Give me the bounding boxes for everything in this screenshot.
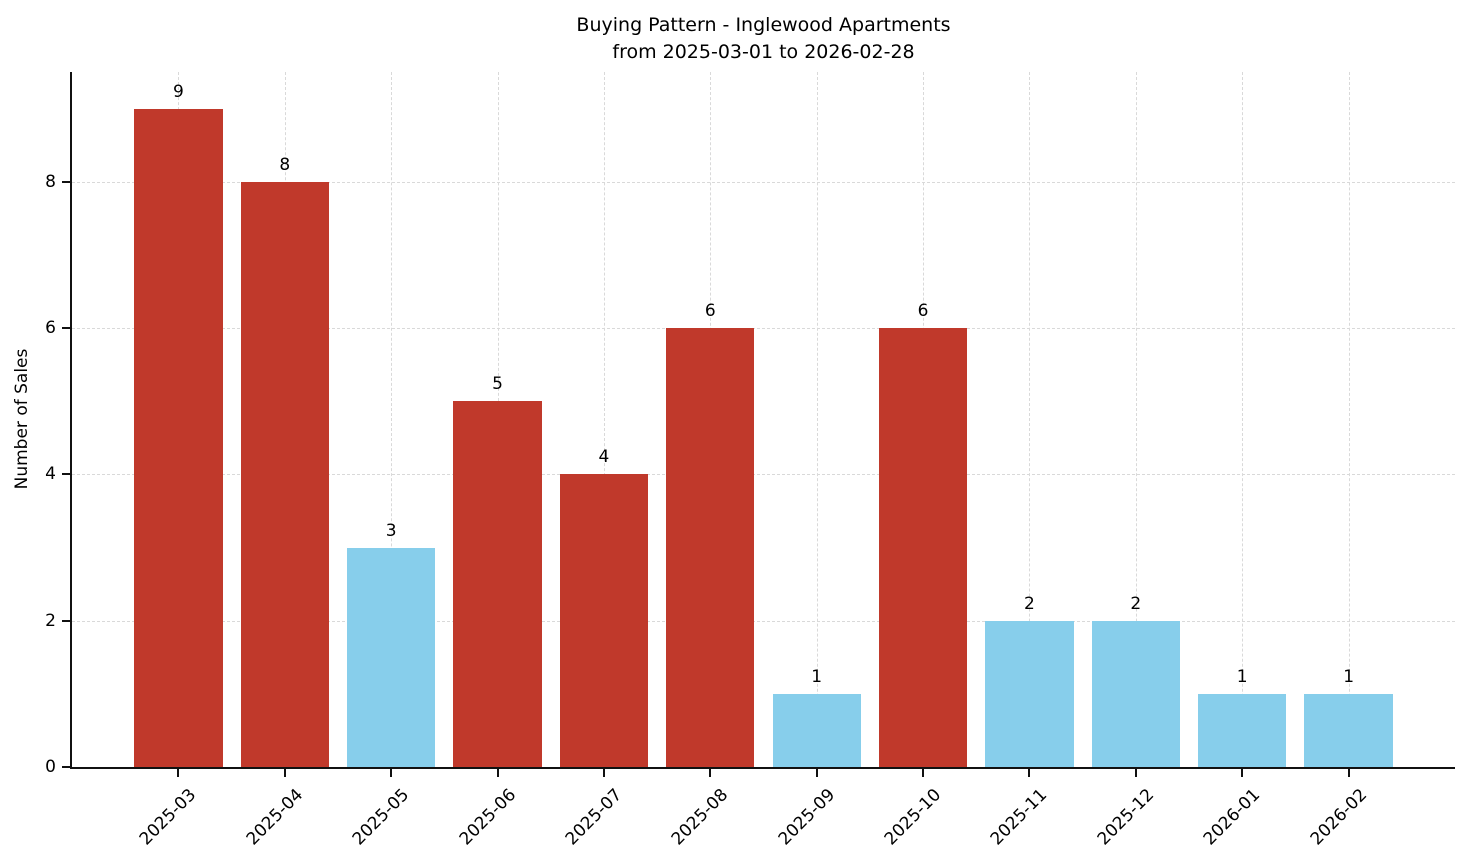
bar-value-label: 1: [811, 666, 823, 687]
y-tick: [62, 180, 70, 183]
bar-2025-07: [559, 474, 649, 767]
y-axis-label: Number of Sales: [12, 348, 32, 490]
v-gridline: [1242, 72, 1244, 767]
x-tick: [390, 769, 393, 777]
y-tick: [62, 473, 70, 476]
y-tick-label: 6: [45, 318, 56, 339]
bar-value-label: 1: [1343, 666, 1355, 687]
bar-2025-12: [1091, 620, 1180, 767]
bar-value-label: 6: [704, 301, 716, 322]
y-tick: [62, 327, 70, 330]
bar-2025-08: [666, 328, 755, 767]
bar-value-label: 4: [598, 447, 610, 468]
y-tick: [62, 619, 70, 622]
bar-value-label: 2: [1024, 593, 1035, 614]
v-gridline: [816, 72, 818, 767]
x-tick: [922, 769, 925, 777]
x-tick: [1347, 769, 1350, 777]
h-gridline: [72, 474, 1455, 476]
y-tick-label: 8: [45, 171, 56, 192]
x-tick: [1028, 769, 1031, 777]
x-tick: [815, 769, 818, 777]
x-tick: [177, 769, 180, 777]
v-gridline: [603, 72, 605, 767]
y-tick-label: 4: [45, 464, 56, 485]
v-gridline: [1135, 72, 1137, 767]
bar-2025-03: [134, 108, 223, 767]
chart-title-line2: from 2025-03-01 to 2026-02-28: [612, 40, 915, 63]
bar-value-label: 6: [917, 301, 929, 322]
bar-value-label: 2: [1130, 593, 1142, 614]
bar-value-label: 1: [1236, 666, 1248, 687]
x-tick: [283, 769, 286, 777]
v-gridline: [1029, 72, 1031, 767]
bar-2026-02: [1304, 693, 1393, 767]
bar-value-label: 5: [492, 374, 503, 395]
x-tick: [496, 769, 499, 777]
y-tick: [62, 766, 70, 768]
bar-2025-05: [347, 547, 436, 767]
v-gridline: [1348, 72, 1350, 767]
bar-2025-10: [878, 328, 968, 767]
h-gridline: [72, 620, 1455, 622]
y-tick-label: 0: [45, 757, 56, 777]
chart-title: Buying Pattern - Inglewood Apartments fr…: [72, 12, 1455, 65]
h-gridline: [72, 328, 1455, 330]
x-tick: [602, 769, 605, 777]
h-gridline: [72, 181, 1455, 183]
y-tick-label: 2: [45, 610, 56, 631]
x-tick: [1241, 769, 1244, 777]
v-gridline: [391, 72, 393, 767]
bar-2025-09: [772, 693, 861, 767]
chart-title-line1: Buying Pattern - Inglewood Apartments: [576, 14, 951, 36]
x-tick: [709, 769, 712, 777]
bar-value-label: 8: [279, 154, 291, 175]
x-axis-spine: [70, 767, 1455, 769]
bar-2025-04: [240, 181, 329, 767]
bar-2025-06: [453, 401, 542, 767]
y-axis-spine: [70, 72, 72, 769]
x-tick: [1134, 769, 1137, 777]
bar-value-label: 3: [385, 520, 397, 541]
bar-2026-01: [1198, 693, 1287, 767]
bar-2025-11: [985, 620, 1074, 767]
bar-value-label: 9: [172, 81, 184, 102]
